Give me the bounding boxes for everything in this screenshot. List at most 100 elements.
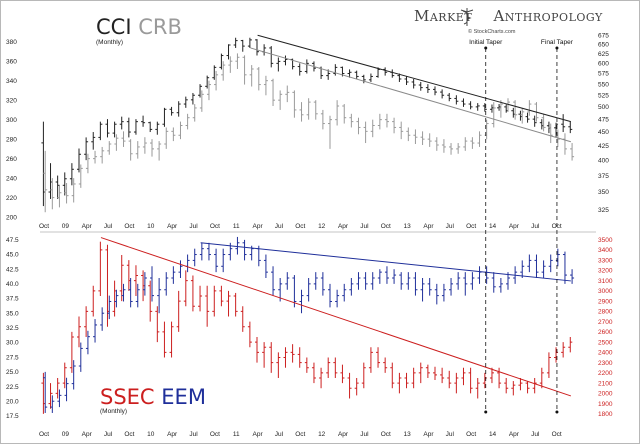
x-tick-label: Jul	[446, 223, 455, 230]
x-tick-label: Apr	[167, 223, 178, 230]
x-tick-label: Apr	[82, 431, 93, 438]
ohlc-bar	[198, 84, 203, 98]
ohlc-bar	[520, 107, 525, 124]
ohlc-bar	[420, 131, 425, 145]
ohlc-bar	[299, 102, 304, 122]
right-tick-label: 650	[598, 41, 609, 48]
ohlc-bar	[263, 254, 268, 279]
right-tick-label: 2500	[598, 339, 613, 346]
ohlc-bar	[247, 321, 252, 348]
ohlc-bar	[482, 372, 487, 389]
right-tick-label: 1800	[598, 411, 613, 418]
ohlc-bar	[546, 352, 551, 378]
ohlc-bar	[212, 285, 217, 317]
ohlc-bar	[392, 269, 397, 284]
ohlc-bar	[283, 55, 288, 66]
ohlc-bar	[55, 175, 60, 199]
right-tick-label: 500	[598, 104, 609, 111]
right-tick-label: 2200	[598, 370, 613, 377]
x-tick-label: Oct	[210, 431, 220, 438]
ohlc-bar	[518, 377, 523, 391]
right-tick-label: 550	[598, 81, 609, 88]
x-tick-label: 12	[318, 223, 326, 230]
ohlc-bar	[561, 114, 566, 133]
right-tick-label: 475	[598, 116, 609, 123]
right-tick-label: 2300	[598, 360, 613, 367]
right-tick-label: 625	[598, 51, 609, 58]
ohlc-bar	[440, 367, 445, 384]
ohlc-bar	[228, 56, 233, 73]
left-tick-label: 37.5	[6, 296, 19, 303]
ohlc-bar	[141, 115, 146, 127]
ohlc-bar	[349, 113, 354, 128]
right-tick-label: 675	[598, 32, 609, 39]
ohlc-bar	[461, 98, 466, 107]
ohlc-bar	[347, 372, 352, 399]
x-tick-label: 13	[404, 223, 412, 230]
ohlc-bar	[383, 67, 388, 76]
ohlc-bar	[93, 319, 98, 343]
ohlc-bar	[568, 121, 573, 134]
ohlc-bar	[342, 283, 347, 302]
ohlc-bar	[297, 347, 302, 368]
ohlc-bar	[150, 139, 154, 157]
ohlc-bar	[176, 290, 181, 332]
right-tick-label: 425	[598, 143, 609, 150]
x-tick-label: Oct	[295, 223, 305, 230]
ohlc-bar	[399, 272, 404, 290]
ohlc-bar	[84, 306, 89, 337]
ohlc-bar	[491, 272, 496, 293]
x-tick-label: Apr	[338, 223, 349, 230]
left-tick-label: 240	[6, 175, 17, 182]
ohlc-bar	[190, 92, 195, 105]
ohlc-bar	[454, 372, 459, 394]
right-tick-label: 2600	[598, 329, 613, 336]
ohlc-bar	[135, 283, 140, 308]
x-tick-label: 12	[318, 431, 326, 438]
ohlc-bar	[242, 55, 247, 85]
ohlc-bar	[157, 141, 162, 161]
x-tick-label: 10	[147, 431, 155, 438]
ohlc-bar	[263, 75, 268, 96]
ohlc-bar	[240, 306, 245, 332]
ticks-layer: 200 220 240 260 280 300 320 340 360 380 325 350 375 4…	[6, 32, 613, 438]
ohlc-bar	[311, 362, 316, 384]
ohlc-bar	[185, 113, 190, 130]
x-tick-label: Jul	[360, 223, 369, 230]
ohlc-bar	[434, 283, 439, 305]
ohlc-bar	[425, 364, 430, 378]
ohlc-bar	[69, 163, 74, 186]
ohlc-bar	[285, 85, 290, 103]
x-tick-label: Apr	[167, 431, 178, 438]
right-tick-label: 600	[598, 61, 609, 68]
ohlc-bar	[570, 269, 575, 284]
right-tick-label: 3300	[598, 257, 613, 264]
left-tick-label: 32.5	[6, 325, 19, 332]
ohlc-bar	[363, 121, 368, 144]
ohlc-bar	[368, 73, 373, 82]
ohlc-bar	[397, 73, 402, 82]
ohlc-bar	[192, 104, 197, 122]
ohlc-bar	[256, 67, 261, 91]
ohlc-bar	[242, 239, 247, 261]
ohlc-bar	[532, 377, 537, 394]
left-tick-label: 380	[6, 39, 17, 46]
taper-marker-top	[484, 46, 488, 50]
bottom-subtitle: (Monthly)	[100, 408, 127, 415]
ohlc-bar	[425, 84, 430, 93]
ohlc-bar	[454, 95, 459, 105]
x-tick-label: Oct	[210, 223, 220, 230]
top-title-crb: CRB	[138, 15, 182, 39]
ohlc-bar	[333, 64, 338, 76]
x-tick-label: Apr	[509, 431, 520, 438]
ohlc-bar	[562, 133, 567, 155]
left-tick-label: 320	[6, 97, 17, 104]
ohlc-bar	[100, 146, 105, 164]
trendline	[257, 34, 572, 123]
ohlc-bar	[43, 150, 48, 213]
x-tick-label: Oct	[39, 431, 49, 438]
ohlc-bar	[548, 123, 553, 144]
ohlc-bar	[468, 367, 473, 394]
x-tick-label: 13	[404, 431, 412, 438]
ohlc-bar	[50, 178, 55, 210]
